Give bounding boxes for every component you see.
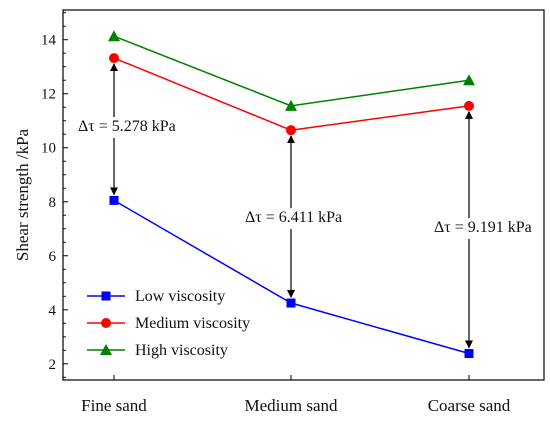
series-0-point-1 [286,298,296,308]
legend-label-0: Low viscosity [135,288,225,305]
y-tick-label: 2 [49,357,57,373]
y-tick-label: 8 [49,195,57,211]
annotation-label: Δτ = 5.278 kPa [78,118,176,135]
annotation-label: Δτ = 6.411 kPa [245,209,342,226]
legend-marker-2 [100,344,112,355]
legend-label-1: Medium viscosity [135,315,250,332]
series-1-point-0 [109,53,119,64]
y-tick-label: 4 [49,303,57,319]
plot-frame [62,9,545,381]
series-2-point-1 [285,99,297,111]
y-tick-label: 14 [41,33,57,49]
series-line-2 [113,35,470,107]
legend-marker-0 [101,291,111,301]
series-2-point-0 [108,30,120,42]
series-0-point-0 [109,195,119,205]
y-axis-label: Shear strength /kPa [13,128,32,261]
series-1-point-2 [464,100,474,111]
y-tick-label: 12 [41,87,56,103]
series-1-point-1 [286,125,296,136]
series-0-point-2 [464,349,474,359]
series-2-point-2 [463,74,475,86]
legend-label-2: High viscosity [135,342,228,359]
y-tick-label: 6 [49,249,57,265]
legend-marker-1 [101,318,111,328]
x-tick-label: Medium sand [244,396,338,415]
annotation-label: Δτ = 9.191 kPa [434,219,532,236]
x-tick-label: Fine sand [81,396,147,415]
x-tick-label: Coarse sand [428,396,511,415]
y-tick-label: 10 [41,141,56,157]
